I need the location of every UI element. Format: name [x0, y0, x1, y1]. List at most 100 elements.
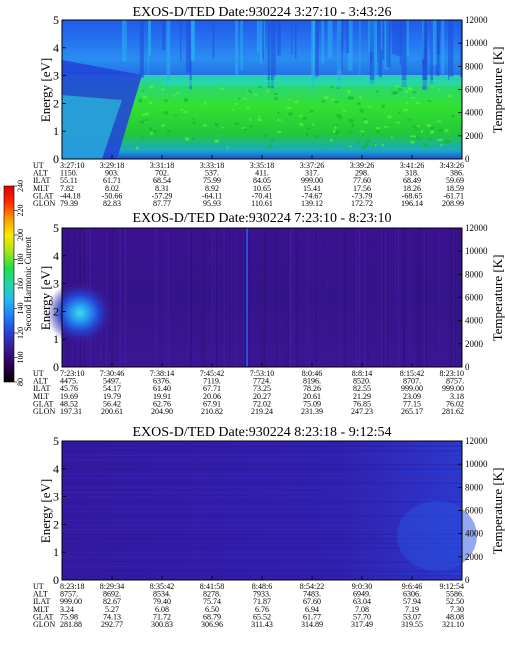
orbit-row-label: UT	[33, 582, 44, 591]
heatmap-streak	[166, 20, 171, 86]
heatmap-speckle	[417, 137, 421, 141]
heatmap-speckle	[288, 99, 291, 101]
orbit-cell: 57.70	[353, 612, 371, 621]
orbit-cell: 67.91	[203, 399, 221, 408]
heatmap-speckle	[351, 124, 355, 128]
orbit-row-label: ILAT	[33, 597, 50, 606]
heatmap-streak	[248, 228, 250, 367]
y2-tick-label: 4000	[465, 529, 484, 539]
heatmap-speckle	[248, 89, 252, 94]
heatmap-speckle	[333, 124, 338, 126]
heatmap-streak	[111, 228, 113, 367]
heatmap-row	[62, 496, 462, 498]
heatmap-streak	[452, 228, 454, 367]
orbit-cell: 6.76	[255, 605, 269, 614]
heatmap-speckle	[411, 137, 416, 140]
orbit-row-label: ALT	[33, 169, 48, 178]
heatmap-speckle	[437, 138, 443, 141]
heatmap-speckle	[409, 118, 412, 121]
heatmap-streak	[154, 228, 156, 367]
orbit-cell: 75.09	[303, 399, 321, 408]
orbit-cell: 6.08	[155, 605, 169, 614]
orbit-cell: 8278.	[203, 590, 221, 599]
heatmap-row	[62, 547, 462, 549]
heatmap-row	[62, 510, 462, 512]
orbit-row-label: ALT	[33, 590, 48, 599]
orbit-cell: 7:23:10	[60, 369, 84, 378]
orbit-cell: 79.40	[153, 597, 171, 606]
heatmap-speckle	[416, 101, 421, 105]
orbit-cell: 8:15:42	[400, 369, 424, 378]
orbit-cell: 68.49	[403, 176, 421, 185]
heatmap-speckle	[238, 97, 241, 100]
heatmap-speckle	[253, 93, 258, 96]
heatmap-speckle	[173, 114, 178, 117]
heatmap-row	[62, 556, 462, 558]
heatmap-speckle	[219, 87, 225, 90]
heatmap-streak	[288, 228, 290, 367]
heatmap-streak	[317, 228, 319, 367]
orbit-cell: 204.90	[151, 407, 173, 416]
orbit-cell: 265.17	[401, 407, 423, 416]
orbit-cell: 5586.	[446, 590, 464, 599]
heatmap-streak	[139, 20, 144, 78]
heatmap-row	[62, 445, 462, 447]
heatmap-speckle	[412, 91, 417, 94]
heatmap-streak	[416, 228, 418, 367]
orbit-row-label: MLT	[33, 392, 49, 401]
orbit-cell: 3:31:18	[150, 161, 174, 170]
heatmap-speckle	[309, 110, 314, 113]
orbit-row-label: GLON	[33, 199, 55, 208]
heatmap-row	[62, 492, 462, 493]
heatmap-speckle	[274, 97, 279, 101]
heatmap-speckle	[277, 131, 282, 134]
orbit-cell: 57.94	[403, 597, 421, 606]
heatmap-speckle	[330, 139, 333, 142]
heatmap-row	[62, 542, 462, 544]
heatmap-speckle	[150, 131, 154, 135]
heatmap-streak	[392, 20, 397, 55]
orbit-cell: 7:45:42	[200, 369, 224, 378]
heatmap-speckle	[357, 140, 360, 143]
heatmap-speckle	[437, 88, 441, 91]
heatmap-speckle	[334, 125, 337, 129]
heatmap-streak	[344, 228, 346, 367]
heatmap-streak	[245, 228, 247, 367]
heatmap-streak	[395, 228, 397, 367]
heatmap-streak	[378, 20, 382, 78]
orbit-cell: 73.25	[253, 384, 271, 393]
heatmap-hotspot	[46, 281, 114, 345]
orbit-cell: 6306.	[403, 590, 421, 599]
heatmap-speckle	[144, 112, 149, 116]
orbit-cell: 247.23	[351, 407, 373, 416]
heatmap-speckle	[427, 100, 432, 102]
heatmap-streak	[259, 20, 262, 65]
y2-tick-label: 2000	[465, 131, 484, 141]
heatmap-streak	[149, 20, 151, 54]
orbit-cell: 15.41	[303, 184, 321, 193]
heatmap-speckle	[410, 96, 416, 99]
orbit-cell: 18.26	[403, 184, 421, 193]
y-tick-label: 2	[53, 304, 59, 318]
panel-1: EXOS-D/TED Date:930224 3:27:10 - 3:43:26…	[33, 5, 505, 208]
heatmap-speckle	[430, 126, 435, 131]
heatmap-row	[62, 501, 462, 503]
y2-tick-label: 10000	[465, 246, 488, 256]
heatmap-speckle	[383, 126, 389, 128]
orbit-cell: 7.08	[355, 605, 369, 614]
heatmap-row	[62, 519, 462, 521]
heatmap-streak	[312, 20, 316, 81]
heatmap-streak	[347, 20, 353, 71]
heatmap-speckle	[191, 136, 195, 141]
orbit-cell: 68.79	[203, 612, 221, 621]
y2-tick-label: 12000	[465, 15, 488, 25]
y2-tick-label: 10000	[465, 459, 488, 469]
orbit-cell: 68.54	[153, 176, 171, 185]
heatmap-row	[62, 570, 462, 572]
heatmap-streak	[122, 20, 127, 62]
colorbar-tick-label: 180	[16, 254, 25, 266]
heatmap-speckle	[381, 104, 385, 109]
orbit-row-label: ALT	[33, 377, 48, 386]
orbit-row-label: GLAT	[33, 399, 54, 408]
orbit-cell: 84.05	[253, 176, 271, 185]
